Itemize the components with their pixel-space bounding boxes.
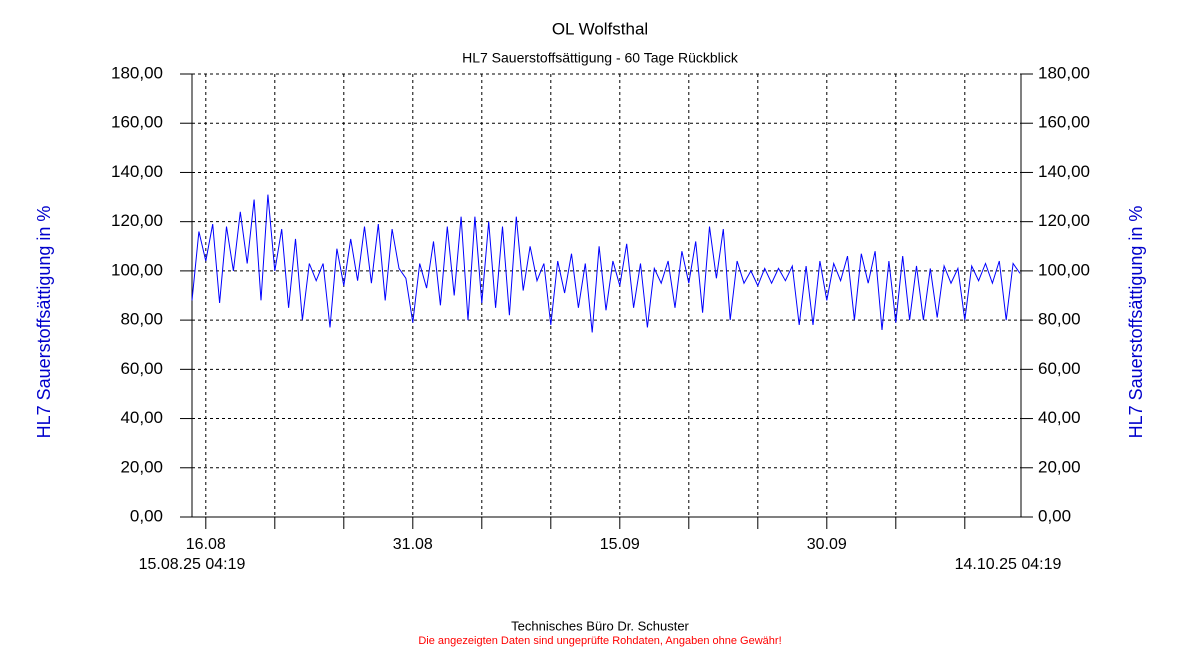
- chart-subtitle: HL7 Sauerstoffsättigung - 60 Tage Rückbl…: [462, 50, 739, 66]
- y2-tick-label: 80,00: [1038, 310, 1081, 329]
- y2-tick-label: 0,00: [1038, 506, 1071, 525]
- y2-tick-label: 120,00: [1038, 211, 1090, 230]
- y-tick-label: 160,00: [111, 113, 163, 132]
- footer: Technisches Büro Dr. Schuster: [511, 618, 689, 633]
- x-tick-label: 15.09: [600, 536, 640, 553]
- y-tick-label: 0,00: [130, 506, 163, 525]
- y-tick-label: 60,00: [120, 359, 163, 378]
- y-tick-label: 40,00: [120, 408, 163, 427]
- chart-title: OL Wolfsthal: [552, 19, 648, 38]
- x-tick-label: 16.08: [186, 536, 226, 553]
- y2-axis-label: HL7 Sauerstoffsättigung in %: [1126, 206, 1146, 439]
- y-axis-label: HL7 Sauerstoffsättigung in %: [34, 206, 54, 439]
- y-tick-label: 100,00: [111, 260, 163, 279]
- x-tick-label: 30.09: [807, 536, 847, 553]
- y2-tick-label: 180,00: [1038, 63, 1090, 82]
- y-tick-label: 80,00: [120, 310, 163, 329]
- x-tick-label: 31.08: [393, 536, 433, 553]
- disclaimer: Die angezeigten Daten sind ungeprüfte Ro…: [418, 635, 781, 647]
- y2-tick-label: 20,00: [1038, 457, 1081, 476]
- data-line: [191, 194, 1021, 333]
- y-tick-label: 180,00: [111, 63, 163, 82]
- y-tick-label: 20,00: [120, 457, 163, 476]
- y2-tick-label: 140,00: [1038, 162, 1090, 181]
- y2-tick-label: 100,00: [1038, 260, 1090, 279]
- y2-tick-label: 40,00: [1038, 408, 1081, 427]
- start-label: 15.08.25 04:19: [139, 556, 246, 573]
- y2-tick-label: 60,00: [1038, 359, 1081, 378]
- y2-tick-label: 160,00: [1038, 113, 1090, 132]
- y-tick-label: 120,00: [111, 211, 163, 230]
- end-label: 14.10.25 04:19: [955, 556, 1062, 573]
- y-tick-label: 140,00: [111, 162, 163, 181]
